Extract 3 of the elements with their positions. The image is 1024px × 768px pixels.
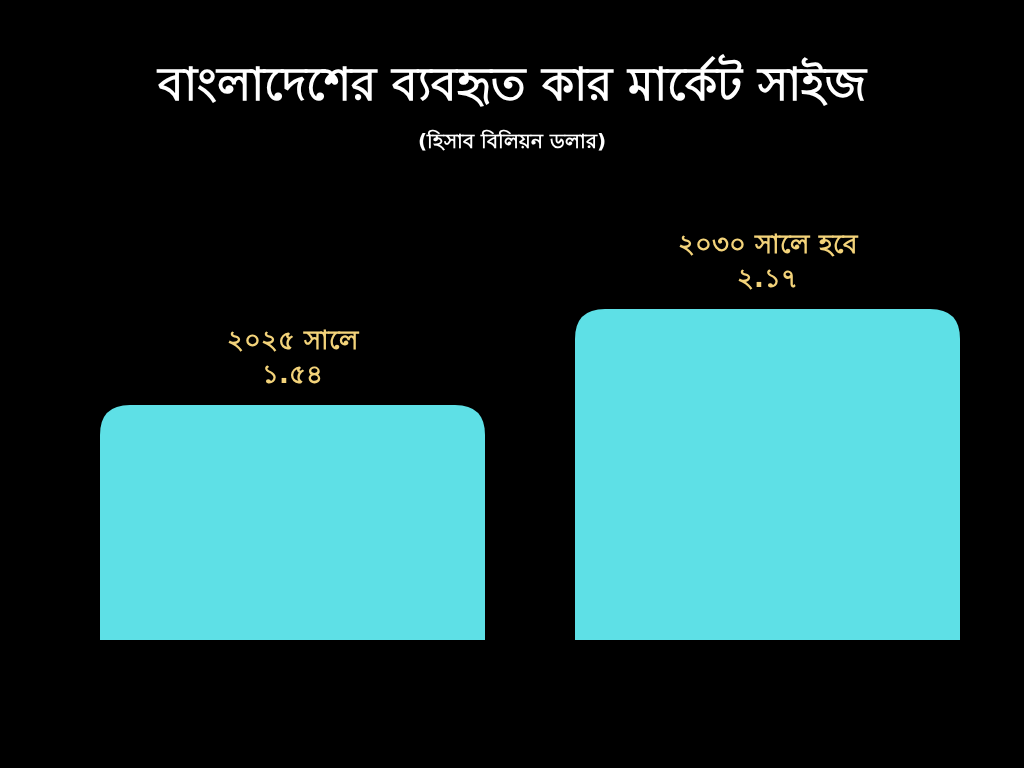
subtitle: (হিসাব বিলিয়ন ডলার)	[417, 129, 607, 153]
value-label: ২০২৫ সালে ১.৫৪	[226, 325, 359, 390]
value-label: ২০৩০ সালে হবে ২.১৭	[678, 229, 857, 293]
